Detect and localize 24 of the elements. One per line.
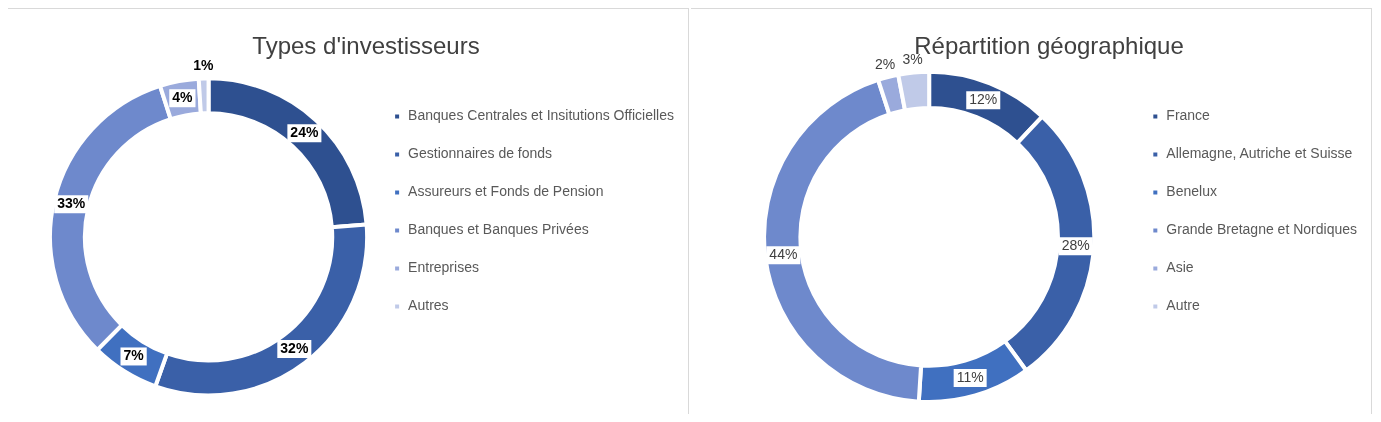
data-label: 11% <box>956 368 984 385</box>
chart-title: Types d'investisseurs <box>252 32 480 60</box>
data-label: 12% <box>969 91 998 108</box>
legend-label: Entreprises <box>408 259 479 276</box>
legend-label: Autre <box>1166 297 1200 314</box>
data-label: 44% <box>769 246 798 263</box>
data-label: 4% <box>172 89 194 106</box>
data-label: 2% <box>875 56 896 73</box>
legend-label: Banques Centrales et Insitutions Officielles <box>408 107 675 124</box>
legend-label: Assureurs et Fonds de Pension <box>408 183 604 200</box>
data-label: 32% <box>280 339 309 356</box>
data-label: 28% <box>1061 236 1090 253</box>
legend-label: Grande Bretagne et Nordiques <box>1166 221 1358 238</box>
legend-label: Autres <box>408 297 449 314</box>
legend-label: Asie <box>1166 259 1194 276</box>
legend-label: Banques et Banques Privées <box>408 221 589 238</box>
legend-label: Allemagne, Autriche et Suisse <box>1166 145 1353 162</box>
data-label: 1% <box>193 57 214 74</box>
data-label: 7% <box>123 347 145 364</box>
data-label: 24% <box>290 124 319 141</box>
legend-label: Benelux <box>1166 183 1217 200</box>
data-label: 33% <box>57 195 86 212</box>
legend-label: Gestionnaires de fonds <box>408 145 553 162</box>
legend-label: France <box>1166 107 1211 124</box>
